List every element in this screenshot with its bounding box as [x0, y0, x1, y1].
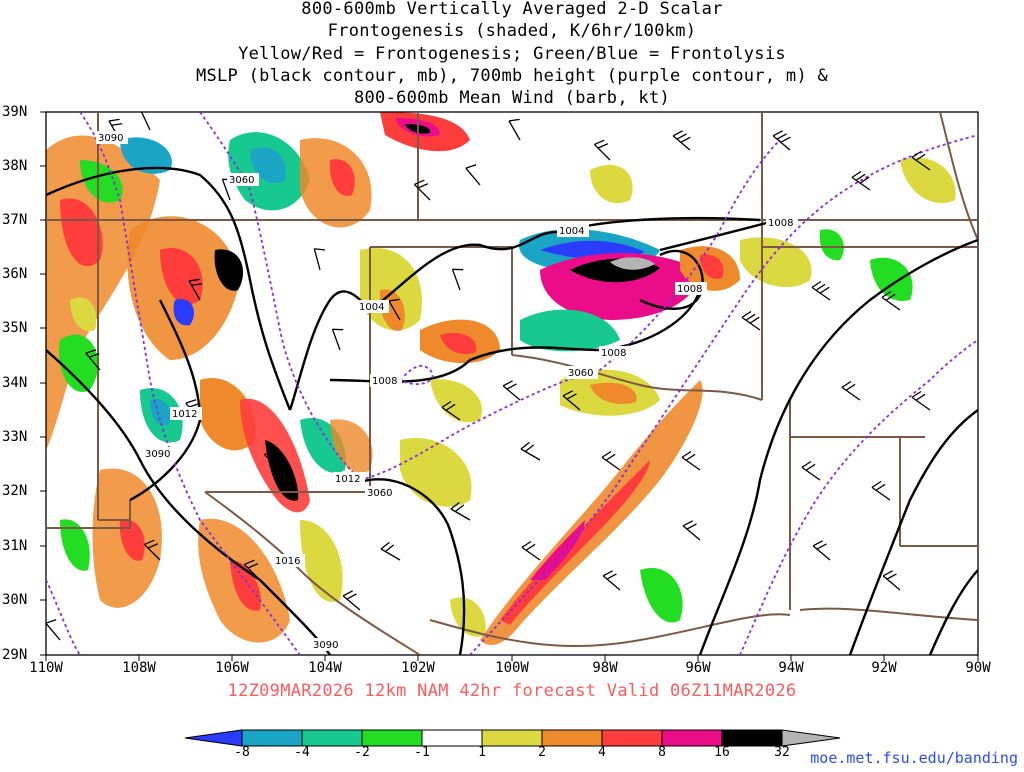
lat-label-32n: 32N — [2, 483, 28, 499]
mslp-label-1004-b: 1004 — [359, 302, 384, 313]
colorbar-swatch-5 — [481, 729, 543, 747]
colorbar-swatch-9 — [721, 729, 783, 747]
lat-label-29n: 29N — [2, 647, 28, 663]
height-label-3090-b: 3090 — [145, 449, 170, 460]
height-label-3060-c: 3060 — [367, 488, 392, 499]
lon-label-96w: 96W — [685, 660, 711, 676]
mslp-label-1012-a: 1012 — [172, 409, 197, 420]
lon-label-98w: 98W — [592, 660, 618, 676]
height-label-3090-a: 3090 — [98, 133, 123, 144]
colorbar-label-neg8: -8 — [234, 745, 250, 760]
height-label-3060-b: 3060 — [568, 368, 593, 379]
lat-label-38n: 38N — [2, 158, 28, 174]
colorbar-swatch-8 — [661, 729, 723, 747]
lat-label-33n: 33N — [2, 429, 28, 445]
mslp-label-1016: 1016 — [275, 556, 300, 567]
mslp-label-1008-d: 1008 — [372, 376, 397, 387]
title-line-4: MSLP (black contour, mb), 700mb height (… — [195, 66, 829, 86]
lat-label-35n: 35N — [2, 320, 28, 336]
wind-barbs — [46, 112, 931, 641]
mslp-label-1004-a: 1004 — [559, 226, 584, 237]
source-url-link[interactable]: moe.met.fsu.edu/banding — [810, 749, 1018, 767]
lon-label-90w: 90W — [965, 660, 991, 676]
colorbar-label-1: 1 — [478, 745, 486, 760]
lon-label-100w: 100W — [495, 660, 529, 676]
mslp-contours — [46, 166, 978, 655]
lat-label-37n: 37N — [2, 212, 28, 228]
title-line-2: Frontogenesis (shaded, K/6hr/100km) — [327, 21, 697, 41]
lon-label-104w: 104W — [308, 660, 342, 676]
lon-label-106w: 106W — [215, 660, 249, 676]
mslp-label-1008-b: 1008 — [677, 284, 702, 295]
colorbar-swatch-1 — [241, 729, 303, 747]
forecast-valid-line: 12Z09MAR2026 12km NAM 42hr forecast Vali… — [227, 681, 797, 701]
height-label-3060-a: 3060 — [229, 175, 254, 186]
lat-label-30n: 30N — [2, 592, 28, 608]
frontogenesis-shading — [46, 112, 956, 645]
colorbar-label-32: 32 — [774, 745, 790, 760]
height-contours — [46, 112, 978, 655]
state-borders — [46, 112, 978, 655]
height-label-3090-c: 3090 — [313, 640, 338, 651]
map-frame — [45, 111, 979, 656]
colorbar-swatch-6 — [541, 729, 603, 747]
contour-labels: 3090 3060 1004 1008 1008 1004 1008 3060 … — [96, 131, 798, 651]
lon-label-94w: 94W — [778, 660, 804, 676]
colorbar-swatch-7 — [601, 729, 663, 747]
colorbar-label-neg4: -4 — [294, 745, 310, 760]
title-line-3: Yellow/Red = Frontogenesis; Green/Blue =… — [238, 44, 786, 64]
lat-label-34n: 34N — [2, 375, 28, 391]
colorbar-label-2: 2 — [538, 745, 546, 760]
lon-label-108w: 108W — [122, 660, 156, 676]
mslp-label-1008-a: 1008 — [768, 218, 793, 229]
title-line-1: 800-600mb Vertically Averaged 2-D Scalar — [301, 0, 723, 19]
lat-label-36n: 36N — [2, 266, 28, 282]
axis-ticks — [40, 111, 979, 661]
colorbar-label-8: 8 — [658, 745, 666, 760]
colorbar-swatch-3 — [361, 729, 423, 747]
mslp-label-1008-c: 1008 — [601, 348, 626, 359]
mslp-label-1012-b: 1012 — [335, 474, 360, 485]
colorbar-label-16: 16 — [714, 745, 730, 760]
colorbar-swatch-2 — [301, 729, 363, 747]
lat-label-39n: 39N — [2, 104, 28, 120]
colorbar — [184, 729, 841, 747]
colorbar-label-4: 4 — [598, 745, 606, 760]
colorbar-swatch-0 — [184, 729, 243, 747]
title-line-5: 800-600mb Mean Wind (barb, kt) — [353, 88, 671, 108]
colorbar-label-neg1: -1 — [414, 745, 430, 760]
lon-label-110w: 110W — [29, 660, 63, 676]
lon-label-102w: 102W — [401, 660, 435, 676]
colorbar-swatch-4 — [421, 729, 483, 747]
lon-label-92w: 92W — [871, 660, 897, 676]
colorbar-swatch-10 — [781, 729, 841, 747]
colorbar-label-neg2: -2 — [354, 745, 370, 760]
lat-label-31n: 31N — [2, 538, 28, 554]
